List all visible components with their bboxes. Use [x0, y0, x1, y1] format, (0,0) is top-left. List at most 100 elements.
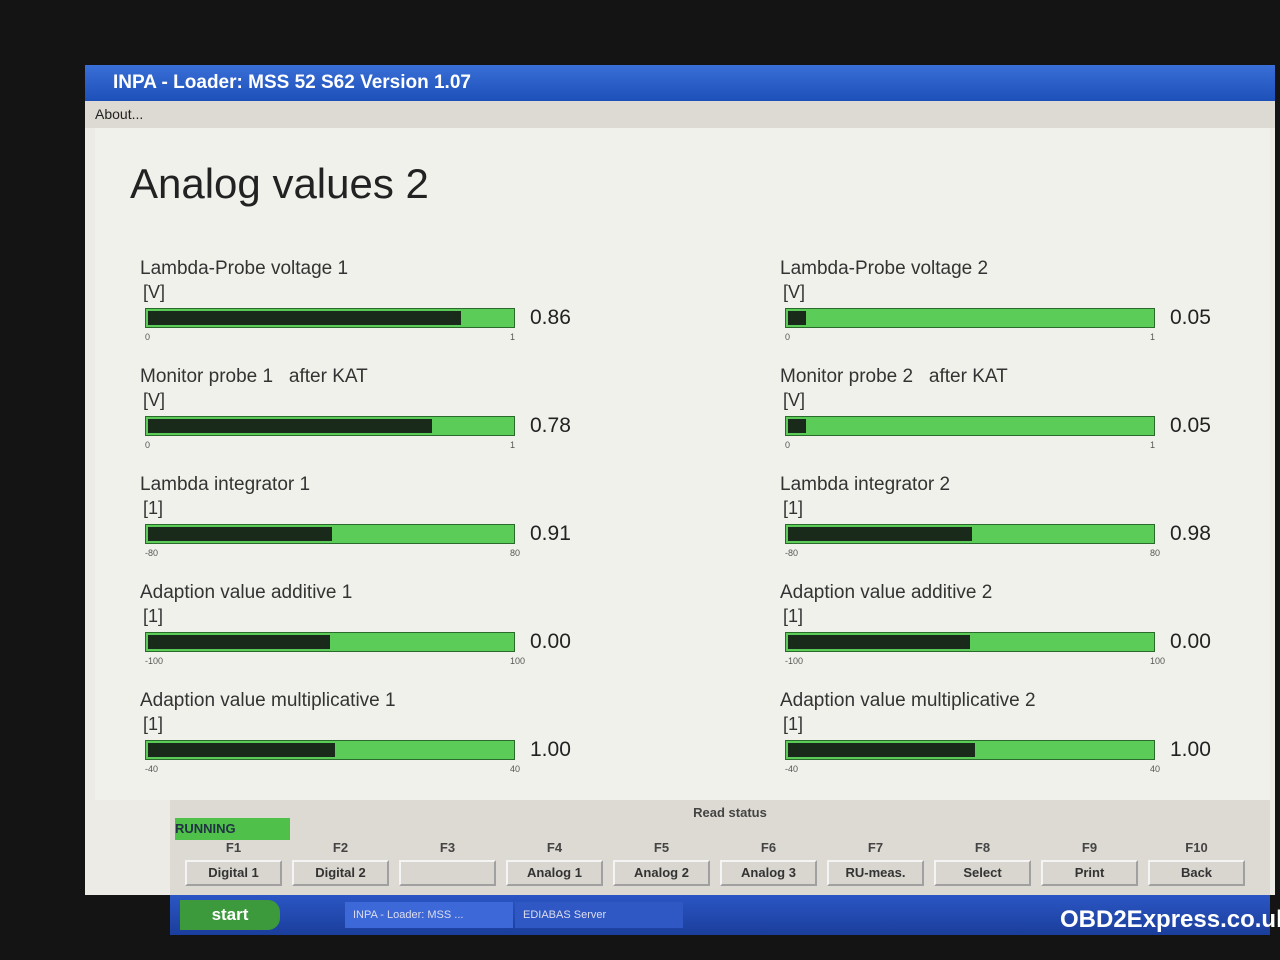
function-button[interactable]: Digital 1: [185, 860, 282, 886]
gauge-max: 100: [1150, 656, 1166, 666]
function-button[interactable]: Select: [934, 860, 1031, 886]
page-title: Analog values 2: [130, 160, 429, 207]
gauge-value: 1.00: [1170, 738, 1211, 761]
function-button[interactable]: Back: [1148, 860, 1245, 886]
function-key: F2: [332, 840, 349, 855]
function-button[interactable]: Digital 2: [292, 860, 389, 886]
gauge-min: 0: [785, 332, 791, 342]
gauge-max: 1: [1150, 332, 1156, 342]
gauge-label: Monitor probe 2 after KAT: [780, 366, 1008, 387]
content: [95, 128, 1270, 800]
gauge-unit: [1]: [783, 498, 804, 518]
gauge-value: 0.86: [530, 306, 571, 329]
gauge-value: 1.00: [530, 738, 571, 761]
status-state: RUNNING: [175, 818, 290, 840]
gauge-label: Adaption value multiplicative 2: [780, 690, 1036, 711]
gauge-value: 0.98: [1170, 522, 1211, 545]
gauge-max: 40: [1150, 764, 1161, 774]
gauge-value: 0.05: [1170, 414, 1211, 437]
gauge-label: Lambda-Probe voltage 2: [780, 258, 989, 279]
gauge-bar: [145, 308, 515, 328]
gauge-label: Lambda integrator 1: [140, 474, 311, 495]
gauge-bar: [785, 416, 1155, 436]
gauge-bar: [785, 524, 1155, 544]
start-button[interactable]: start: [180, 900, 280, 930]
function-key: F5: [653, 840, 670, 855]
gauge-fill: [148, 635, 330, 649]
gauge-value: 0.91: [530, 522, 571, 545]
gauge-bar: [145, 740, 515, 760]
function-button[interactable]: Print: [1041, 860, 1138, 886]
gauge-min: -80: [785, 548, 799, 558]
gauge-fill: [788, 635, 970, 649]
status-caption: Read status: [693, 805, 767, 820]
gauge-fill: [788, 311, 807, 325]
gauge-label: Monitor probe 1 after KAT: [140, 366, 368, 387]
task-button[interactable]: INPA - Loader: MSS ...: [345, 902, 513, 928]
gauge-fill: [148, 311, 462, 325]
gauge-unit: [1]: [143, 606, 164, 626]
gauge-bar: [145, 524, 515, 544]
function-key: F7: [867, 840, 884, 855]
gauge-min: -100: [785, 656, 804, 666]
gauge-max: 40: [510, 764, 521, 774]
function-key: F4: [546, 840, 563, 855]
window-title: INPA - Loader: MSS 52 S62 Version 1.07: [113, 72, 471, 93]
menu-item[interactable]: About...: [95, 106, 144, 122]
gauge-unit: [V]: [783, 282, 806, 302]
gauge-label: Adaption value additive 2: [780, 582, 993, 603]
gauge-min: -100: [145, 656, 164, 666]
gauge-min: -80: [145, 548, 159, 558]
gauge-min: 0: [145, 440, 151, 450]
function-key: F3: [439, 840, 456, 855]
gauge-unit: [V]: [143, 390, 166, 410]
gauge-fill: [788, 527, 973, 541]
task-button[interactable]: EDIABAS Server: [515, 902, 683, 928]
gauge-label: Adaption value additive 1: [140, 582, 353, 603]
gauge-unit: [1]: [783, 606, 804, 626]
gauge-max: 1: [510, 332, 516, 342]
gauge-bar: [785, 740, 1155, 760]
gauge-unit: [1]: [143, 714, 164, 734]
gauge-value: 0.78: [530, 414, 571, 437]
gauge-bar: [145, 416, 515, 436]
gauge-label: Lambda-Probe voltage 1: [140, 258, 349, 279]
gauge-fill: [148, 419, 432, 433]
gauge-max: 100: [510, 656, 526, 666]
gauge-fill: [148, 743, 335, 757]
gauge-value: 0.00: [530, 630, 571, 653]
gauge-unit: [1]: [783, 714, 804, 734]
gauge-unit: [V]: [783, 390, 806, 410]
gauge-unit: [1]: [143, 498, 164, 518]
function-button[interactable]: Analog 1: [506, 860, 603, 886]
gauge-label: Adaption value multiplicative 1: [140, 690, 396, 711]
gauge-fill: [788, 743, 975, 757]
function-key: F10: [1185, 840, 1208, 855]
gauge-min: -40: [785, 764, 799, 774]
watermark: OBD2Express.co.uk: [1060, 906, 1280, 933]
function-button[interactable]: Analog 3: [720, 860, 817, 886]
gauge-label: Lambda integrator 2: [780, 474, 951, 495]
gauge-value: 0.05: [1170, 306, 1211, 329]
gauge-fill: [148, 527, 333, 541]
gauge-bar: [785, 632, 1155, 652]
function-key: F9: [1081, 840, 1098, 855]
gauge-bar: [785, 308, 1155, 328]
gauge-max: 80: [510, 548, 521, 558]
gauge-unit: [V]: [143, 282, 166, 302]
gauge-max: 80: [1150, 548, 1161, 558]
function-button[interactable]: [399, 860, 496, 886]
menu-bar: About...: [85, 101, 1275, 128]
function-key: F6: [760, 840, 777, 855]
title-bar: INPA - Loader: MSS 52 S62 Version 1.07: [85, 65, 1275, 101]
gauge-value: 0.00: [1170, 630, 1211, 653]
gauge-max: 1: [1150, 440, 1156, 450]
function-button[interactable]: RU-meas.: [827, 860, 924, 886]
function-key: F1: [225, 840, 242, 855]
gauge-bar: [145, 632, 515, 652]
function-key: F8: [974, 840, 991, 855]
gauge-min: -40: [145, 764, 159, 774]
gauge-min: 0: [785, 440, 791, 450]
function-button[interactable]: Analog 2: [613, 860, 710, 886]
